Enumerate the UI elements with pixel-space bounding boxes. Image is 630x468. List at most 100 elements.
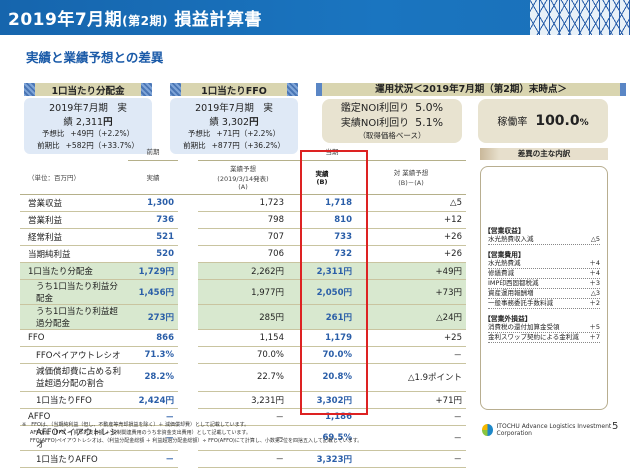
occupancy-box: 稼働率 100.0%	[478, 99, 608, 143]
diff-cell: +26	[356, 228, 466, 246]
forecast-cell: 22.7%	[198, 363, 288, 392]
table-row: 1口当たりAFFO －－ 3,323円－	[20, 450, 466, 468]
prev-actual-cell: 2,424円	[128, 391, 178, 409]
table-row: FFOペイアウトレシオ 71.3% 70.0% 70.0% －	[20, 346, 466, 364]
variance-item-value: ＋2	[589, 299, 600, 307]
diff-cell: －	[356, 450, 466, 468]
variance-item: 水光熱費収入減 △5	[488, 235, 600, 245]
variance-item: 一般事務委託手数料減 ＋2	[488, 299, 600, 309]
group-prev-period: 前期	[128, 143, 178, 161]
actual-cell: 261円	[288, 304, 356, 330]
section-heading-expenses: 【営業費用】	[484, 251, 525, 259]
actual-cell: 20.8%	[288, 363, 356, 392]
actual-cell: 3,302円	[288, 391, 356, 409]
diff-cell: +12	[356, 211, 466, 229]
col-diff-line2: (B)－(A)	[398, 179, 424, 187]
kpi-distribution-header: 1口当たり分配金	[24, 83, 152, 97]
unit-label: （単位：百万円）	[20, 160, 128, 195]
diff-cell: +26	[356, 245, 466, 263]
forecast-cell: 1,977円	[198, 279, 288, 305]
kpi-vs-prev-value: +582円（+33.7%）	[65, 141, 139, 150]
row-label: 1口当たりAFFO	[20, 450, 128, 468]
logo-mark-icon	[482, 424, 493, 436]
kpi-vs-prev-label: 前期比	[183, 141, 206, 150]
appraisal-noi-label: 鑑定NOI利回り	[340, 103, 410, 114]
col-forecast-line2: (2019/3/14発表)	[217, 175, 269, 183]
table-row: FFO 866 1,154 1,179 +25	[20, 329, 466, 347]
table-row: うち1口当たり利益超過分配金 273円 285円 261円 △24円	[20, 304, 466, 330]
actual-noi-label: 実績NOI利回り	[340, 118, 410, 129]
forecast-cell: 3,231円	[198, 391, 288, 409]
pattern-square-icon	[170, 83, 181, 96]
operations-status-card: 運用状況＜2019年7月期（第2期）末時点＞ 鑑定NOI利回り 5.0% 実績NO…	[316, 83, 626, 143]
variance-item-value: ＋7	[589, 333, 600, 341]
variance-item: 修繕費減 ＋4	[488, 269, 600, 279]
table-row: 1口当たりFFO 2,424円 3,231円 3,302円 +71円	[20, 391, 466, 409]
kpi-main-unit: 円	[249, 117, 259, 128]
prev-actual-cell: 1,300	[128, 194, 178, 212]
title-main: 損益計算書	[174, 10, 262, 30]
operations-header: 運用状況＜2019年7月期（第2期）末時点＞	[316, 83, 626, 96]
diff-cell: －	[356, 425, 466, 451]
variance-item-value: △5	[590, 235, 600, 243]
variance-item-label: IMP印西固都税減	[488, 279, 539, 287]
forecast-cell: 70.0%	[198, 346, 288, 364]
diff-cell: +71円	[356, 391, 466, 409]
variance-item-value: ＋3	[589, 279, 600, 287]
prev-actual-cell: 1,456円	[128, 279, 178, 305]
row-label: 営業利益	[20, 211, 128, 229]
variance-item: 水光熱費減 ＋4	[488, 259, 600, 269]
title-fiscal-term: (第2期)	[122, 14, 168, 28]
variance-item-label: 資産運用報酬増	[488, 289, 534, 297]
row-label: 営業収益	[20, 194, 128, 212]
col-actual: 実績 (B)	[288, 160, 356, 195]
table-row: 営業収益 1,300 1,723 1,718 △5	[20, 194, 466, 212]
diff-cell: +25	[356, 329, 466, 347]
variance-item-label: 水光熱費収入減	[488, 235, 534, 243]
table-row: 1口当たり分配金 1,729円 2,262円 2,311円 +49円	[20, 262, 466, 280]
prev-actual-cell: －	[128, 450, 178, 468]
variance-item-value: ＋5	[589, 323, 600, 331]
prev-actual-cell: 520	[128, 245, 178, 263]
table-row: 当期純利益 520 706 732 +26	[20, 245, 466, 263]
prev-actual-cell: －	[128, 408, 178, 426]
forecast-cell: －	[198, 408, 288, 426]
kpi-ffo-title: 1口当たりFFO	[201, 85, 267, 97]
pattern-square-icon	[141, 83, 152, 96]
kpi-ffo-body: 2019年7月期 実績 3,302円 予想比 +71円（+2.2%） 前期比 +87…	[170, 98, 298, 154]
variance-breakdown-panel: 差異の主な内訳 【営業収益】 水光熱費収入減 △5 【営業費用】 水光熱費減 ＋4 …	[480, 148, 608, 410]
kpi-main-value: 3,302	[221, 117, 250, 128]
kpi-main-label: 2019年7月期 実績	[195, 103, 273, 128]
pattern-square-icon	[620, 83, 626, 96]
variance-item-label: 金利スワップ契約による金利減	[488, 333, 579, 341]
prev-actual-cell: 521	[128, 228, 178, 246]
row-label: AFFO	[20, 408, 128, 426]
forecast-cell: 1,154	[198, 329, 288, 347]
title-period: 2019年7月期	[8, 10, 123, 30]
kpi-vs-prev-label: 前期比	[37, 141, 60, 150]
variance-item-label: 消費税の還付加算金受領	[488, 323, 560, 331]
prev-actual-cell: 28.2%	[128, 363, 178, 392]
row-label: うち1口当たり利益超過分配金	[20, 304, 128, 330]
variance-panel-box	[480, 166, 608, 410]
forecast-cell: 798	[198, 211, 288, 229]
actual-cell: 1,179	[288, 329, 356, 347]
diff-cell: －	[356, 408, 466, 426]
row-label: 経常利益	[20, 228, 128, 246]
pattern-square-icon	[24, 83, 35, 96]
kpi-vs-forecast-value: +49円（+2.2%）	[70, 129, 135, 138]
actual-cell: 733	[288, 228, 356, 246]
forecast-cell: －	[198, 450, 288, 468]
forecast-cell: 285円	[198, 304, 288, 330]
geometric-pattern-decoration	[530, 0, 630, 35]
col-prev-actual: 実績	[128, 160, 178, 195]
forecast-cell: 1,723	[198, 194, 288, 212]
kpi-main-value: 2,311	[75, 117, 104, 128]
diff-cell: +49円	[356, 262, 466, 280]
col-forecast-line3: (A)	[238, 183, 248, 191]
group-current-period: 当期	[198, 143, 466, 161]
col-diff: 対 業績予想 (B)－(A)	[356, 160, 466, 195]
col-actual-line2: (B)	[316, 178, 328, 186]
footnote-affo: AFFOは、（FFO － 資本的支出額 ＋ 税制関連費用のうち非資金支出費用）と…	[30, 430, 251, 436]
row-label: 減価償却費に占める利益超過分配の割合	[20, 363, 128, 392]
